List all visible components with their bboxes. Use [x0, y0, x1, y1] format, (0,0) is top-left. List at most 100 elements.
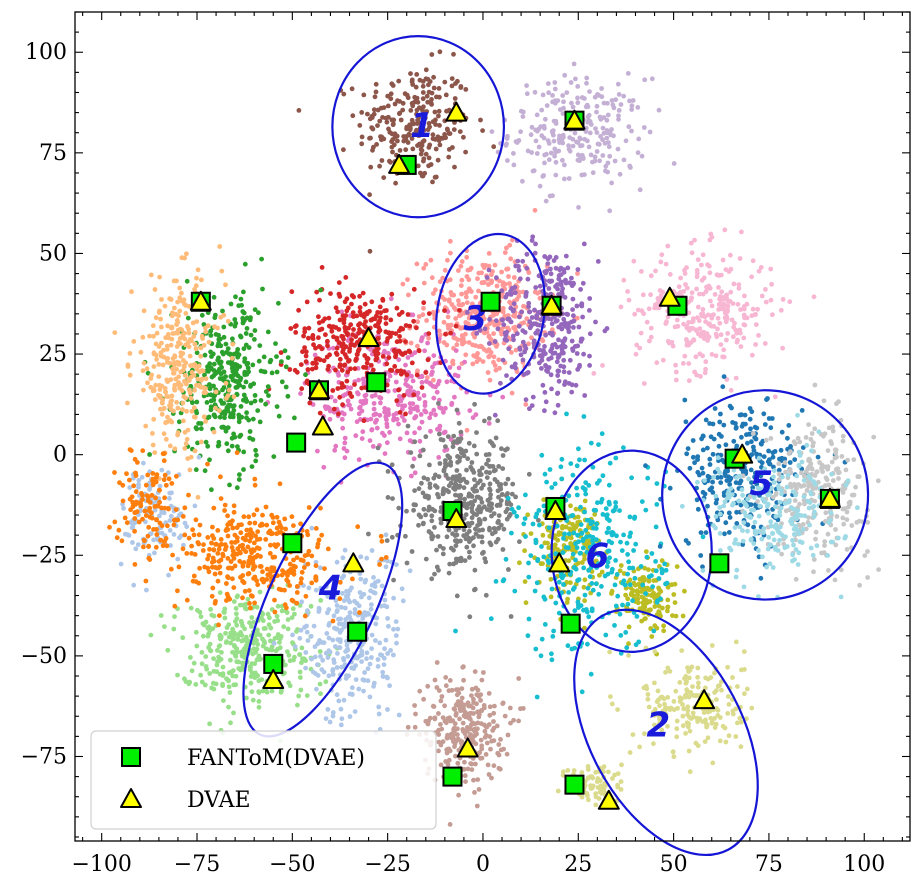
data-point: [733, 375, 739, 381]
data-point: [496, 357, 502, 363]
data-point: [140, 368, 146, 374]
data-point: [736, 285, 742, 291]
data-point: [496, 321, 502, 326]
data-point: [834, 401, 839, 407]
data-point: [773, 514, 779, 519]
data-point: [465, 267, 471, 273]
data-point: [767, 542, 773, 548]
data-point: [649, 76, 655, 82]
data-point: [151, 351, 157, 357]
data-point: [477, 518, 483, 524]
data-point: [333, 305, 339, 311]
data-point: [400, 107, 406, 113]
data-point: [479, 499, 485, 505]
data-point: [529, 124, 535, 130]
data-point: [433, 146, 439, 152]
data-point: [532, 307, 537, 313]
data-point: [394, 416, 400, 422]
data-point: [395, 368, 400, 374]
data-point: [293, 323, 299, 329]
data-point: [393, 331, 399, 336]
data-point: [213, 389, 219, 395]
data-point: [553, 172, 559, 178]
data-point: [763, 299, 769, 305]
data-point: [481, 549, 486, 555]
data-point: [742, 412, 748, 418]
data-point: [249, 464, 255, 469]
data-point: [747, 514, 753, 519]
data-point: [417, 438, 423, 444]
data-point: [389, 117, 395, 123]
data-point: [564, 600, 570, 605]
data-point: [487, 317, 492, 322]
data-point: [785, 435, 790, 441]
data-point: [172, 446, 178, 452]
data-point: [382, 409, 387, 415]
data-point: [151, 364, 157, 369]
data-point: [203, 325, 208, 331]
data-point: [564, 311, 570, 317]
data-point: [513, 494, 518, 500]
data-point: [586, 614, 592, 620]
data-point: [426, 89, 432, 95]
data-point: [471, 543, 476, 549]
data-point: [304, 299, 310, 305]
data-point: [165, 379, 171, 385]
data-point: [683, 680, 689, 686]
data-point: [637, 187, 643, 193]
data-point: [758, 265, 764, 270]
data-point: [233, 362, 238, 367]
data-point: [581, 584, 587, 590]
data-point: [188, 395, 194, 401]
data-point: [202, 372, 207, 378]
data-point: [733, 480, 739, 485]
data-point: [510, 237, 515, 243]
data-point: [712, 725, 718, 730]
data-point: [655, 301, 660, 307]
data-point: [243, 331, 249, 336]
data-point: [486, 251, 492, 256]
data-point: [449, 76, 455, 81]
data-point: [440, 275, 446, 281]
data-point: [566, 370, 572, 375]
data-point: [414, 404, 420, 410]
data-point: [533, 537, 539, 543]
data-point: [547, 193, 553, 199]
data-point: [394, 398, 400, 403]
data-point: [717, 320, 723, 326]
data-point: [279, 359, 284, 364]
data-point: [730, 708, 736, 714]
data-point: [698, 530, 704, 535]
data-point: [570, 143, 576, 149]
data-point: [765, 492, 770, 497]
data-point: [198, 439, 204, 445]
data-point: [627, 582, 633, 588]
data-point: [710, 760, 716, 766]
data-point: [446, 325, 451, 331]
data-point: [749, 507, 754, 513]
data-point: [421, 265, 427, 271]
data-point: [328, 291, 333, 296]
data-point: [201, 414, 207, 420]
data-point: [600, 137, 605, 143]
data-point: [459, 291, 464, 297]
data-point: [361, 398, 366, 404]
data-point: [303, 353, 309, 359]
data-point: [551, 628, 556, 634]
data-point: [509, 491, 515, 497]
data-point: [844, 509, 850, 515]
data-point: [515, 258, 521, 264]
data-point: [743, 421, 748, 427]
data-point: [498, 498, 504, 503]
data-point: [541, 497, 547, 503]
data-point: [223, 380, 229, 386]
data-point: [729, 317, 735, 323]
data-point: [396, 421, 401, 427]
data-point: [709, 313, 714, 318]
data-point: [431, 377, 436, 383]
data-point: [404, 508, 409, 514]
data-point: [457, 129, 463, 135]
data-point: [714, 697, 719, 702]
data-point: [703, 319, 708, 325]
data-point: [618, 539, 623, 545]
